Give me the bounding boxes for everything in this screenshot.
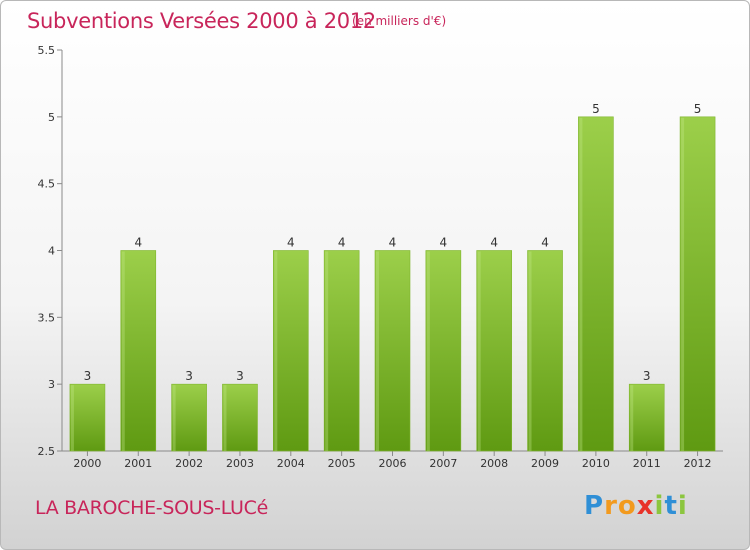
bar-2000 (69, 383, 106, 452)
bar-2012 (679, 116, 716, 452)
chart-axes: 2.5 3 3.5 4 4.5 5 5.5 2000 2001 2002 2003 2004 2005 2… (38, 44, 723, 470)
bar-2007 (425, 250, 462, 452)
x-tick-label: 2000 (73, 457, 101, 470)
bar-2011 (628, 383, 665, 452)
bar-highlight (528, 251, 532, 451)
x-tick-label: 2008 (480, 457, 508, 470)
bar-2010 (578, 116, 614, 452)
bar-2009 (527, 250, 563, 452)
chart-unit: (en milliers d'€) (352, 14, 447, 28)
bar-highlight (70, 385, 74, 451)
y-tick-label: 3.5 (38, 311, 56, 324)
x-tick-label: 2009 (531, 457, 559, 470)
y-tick-label: 4.5 (38, 178, 56, 191)
bar-2006 (374, 250, 411, 452)
data-label: 4 (490, 236, 498, 250)
x-tick-label: 2006 (379, 457, 407, 470)
x-tick-label: 2010 (582, 457, 610, 470)
bar-highlight (121, 251, 125, 451)
data-label: 4 (287, 236, 295, 250)
x-tick-label: 2001 (124, 457, 152, 470)
bar-highlight (477, 251, 481, 451)
y-tick-label: 2.5 (38, 445, 56, 458)
bar-2002 (171, 383, 207, 452)
data-label: 4 (134, 236, 142, 250)
y-tick-label: 5 (48, 111, 55, 124)
bar-highlight (274, 251, 278, 451)
bar-highlight (579, 117, 583, 451)
x-tick-label: 2012 (684, 457, 712, 470)
bar-highlight (426, 251, 430, 451)
commune-name: LA BAROCHE-SOUS-LUCé (35, 497, 269, 519)
bar-2001 (120, 250, 157, 452)
bar-highlight (630, 385, 634, 451)
x-tick-label: 2003 (226, 457, 254, 470)
data-label: 5 (694, 102, 702, 116)
data-label: 3 (185, 369, 193, 383)
x-tick-label: 2007 (429, 457, 457, 470)
bar-highlight (325, 251, 329, 451)
y-tick-label: 4 (48, 245, 55, 258)
y-tick-label: 3 (48, 378, 55, 391)
chart-data-labels: 3 4 3 3 4 4 4 4 4 4 5 3 5 (84, 102, 702, 383)
data-label: 4 (440, 236, 448, 250)
bar-highlight (376, 251, 379, 451)
data-label: 4 (541, 236, 549, 250)
x-tick-label: 2005 (328, 457, 356, 470)
bar-2008 (476, 250, 512, 452)
data-label: 4 (389, 236, 397, 250)
bar-2003 (222, 383, 258, 452)
chart-bars (69, 116, 716, 452)
bar-highlight (681, 117, 685, 451)
proxiti-logo[interactable]: Proxiti (584, 491, 688, 521)
x-tick-label: 2002 (175, 457, 203, 470)
x-tick-label: 2004 (277, 457, 305, 470)
data-label: 4 (338, 236, 346, 250)
bar-highlight (172, 385, 176, 451)
bar-2005 (323, 250, 360, 452)
data-label: 3 (84, 369, 92, 383)
data-label: 3 (236, 369, 244, 383)
data-label: 3 (643, 369, 651, 383)
bar-2004 (273, 250, 309, 452)
data-label: 5 (592, 102, 600, 116)
y-tick-label: 5.5 (38, 44, 56, 57)
x-tick-label: 2011 (633, 457, 661, 470)
chart-title: Subventions Versées 2000 à 2012 (27, 9, 376, 33)
bar-highlight (223, 385, 227, 451)
